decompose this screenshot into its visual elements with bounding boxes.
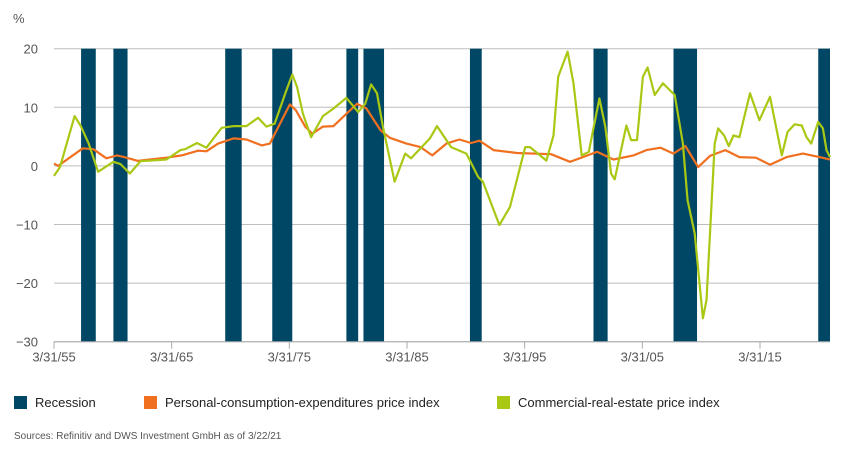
legend: Recession Personal-consumption-expenditu… — [14, 395, 720, 410]
legend-label-cre: Commercial-real-estate price index — [518, 395, 720, 410]
source-note: Sources: Refinitiv and DWS Investment Gm… — [14, 431, 282, 442]
y-tick-label: −30 — [16, 335, 38, 350]
y-tick-label: 10 — [24, 100, 38, 115]
legend-label-recession: Recession — [35, 395, 96, 410]
recession-bar — [272, 48, 293, 342]
cre-line — [53, 50, 831, 320]
cre-swatch — [497, 396, 510, 409]
y-tick-label: 0 — [31, 159, 38, 174]
x-tick-label: 3/31/85 — [385, 350, 428, 365]
y-tick-label: −20 — [16, 276, 38, 291]
x-tick-label: 3/31/15 — [738, 350, 781, 365]
x-tick-label: 3/31/55 — [32, 350, 75, 365]
recession-bar — [346, 48, 359, 342]
recession-bar — [81, 48, 96, 342]
pce-line — [53, 102, 831, 169]
legend-item-cre: Commercial-real-estate price index — [497, 395, 720, 410]
recession-bar — [673, 48, 698, 342]
recession-bar — [593, 48, 608, 342]
x-tick-label: 3/31/75 — [268, 350, 311, 365]
y-tick-labels: 20 10 0 −10 −20 −30 — [16, 42, 38, 350]
legend-item-pce: Personal-consumption-expenditures price … — [144, 395, 497, 410]
y-tick-label: −10 — [16, 218, 38, 233]
recession-bar — [113, 48, 128, 342]
y-axis-unit-label: % — [13, 11, 25, 26]
legend-label-pce: Personal-consumption-expenditures price … — [165, 395, 440, 410]
recession-bar — [225, 48, 242, 342]
recession-bar — [818, 48, 830, 342]
series-lines — [53, 50, 831, 320]
recession-bar — [469, 48, 482, 342]
gridlines — [54, 48, 830, 343]
x-tick-label: 3/31/05 — [621, 350, 664, 365]
recession-swatch — [14, 396, 27, 409]
x-axis: 3/31/55 3/31/65 3/31/75 3/31/85 3/31/95 3/31/… — [32, 341, 830, 365]
y-tick-label: 20 — [24, 42, 38, 57]
x-tick-label: 3/31/95 — [503, 350, 546, 365]
recession-bars — [81, 48, 830, 342]
x-tick-label: 3/31/65 — [150, 350, 193, 365]
legend-item-recession: Recession — [14, 395, 144, 410]
pce-swatch — [144, 396, 157, 409]
recession-bar — [363, 48, 385, 342]
